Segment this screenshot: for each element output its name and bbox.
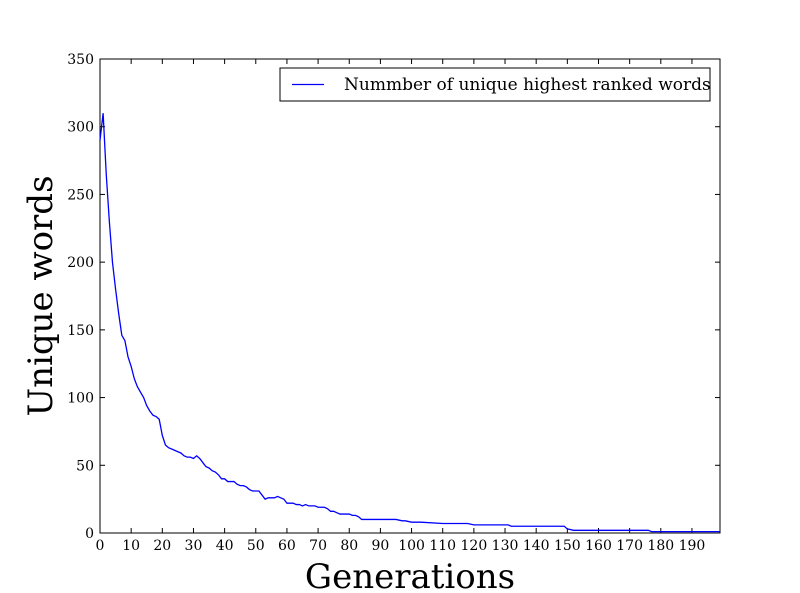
x-tick-label: 130: [492, 538, 519, 554]
legend-box: [279, 67, 711, 102]
x-tick-label: 140: [523, 538, 550, 554]
axis-ticks: [99, 58, 720, 534]
tick-labels: 0 10 20 30 40 50 60 70 80 90 100 110 120 130 140 150 160…: [67, 52, 705, 554]
y-tick-label: 50: [76, 458, 94, 474]
x-tick-label: 160: [585, 538, 612, 554]
series-line-unique-words: [99, 113, 720, 533]
x-tick-label: 40: [216, 538, 234, 554]
y-tick-label: 300: [67, 120, 94, 136]
y-axis-title: Unique words: [21, 175, 61, 416]
x-tick-label: 90: [371, 538, 389, 554]
x-tick-label: 150: [554, 538, 581, 554]
x-tick-label: 10: [122, 538, 140, 554]
y-tick-label: 350: [67, 52, 94, 68]
x-tick-label: 100: [398, 538, 425, 554]
plot-area: [99, 58, 721, 534]
y-tick-label: 100: [67, 391, 94, 407]
y-tick-label: 150: [67, 323, 94, 339]
x-tick-label: 170: [616, 538, 643, 554]
x-tick-label: 30: [185, 538, 203, 554]
x-tick-label: 20: [153, 538, 171, 554]
x-tick-label: 110: [429, 538, 456, 554]
x-tick-label: 70: [309, 538, 327, 554]
x-tick-label: 180: [647, 538, 674, 554]
x-tick-label: 50: [247, 538, 265, 554]
y-tick-label: 250: [67, 187, 94, 203]
x-tick-label: 60: [278, 538, 296, 554]
legend: Nummber of unique highest ranked words: [279, 67, 711, 102]
x-tick-label: 80: [340, 538, 358, 554]
legend-label: Nummber of unique highest ranked words: [344, 75, 711, 95]
y-tick-label: 0: [85, 526, 94, 542]
x-tick-label: 120: [461, 538, 488, 554]
y-tick-label: 200: [67, 255, 94, 271]
x-tick-label: 0: [96, 538, 105, 554]
x-tick-label: 190: [679, 538, 706, 554]
x-axis-title: Generations: [305, 557, 515, 593]
